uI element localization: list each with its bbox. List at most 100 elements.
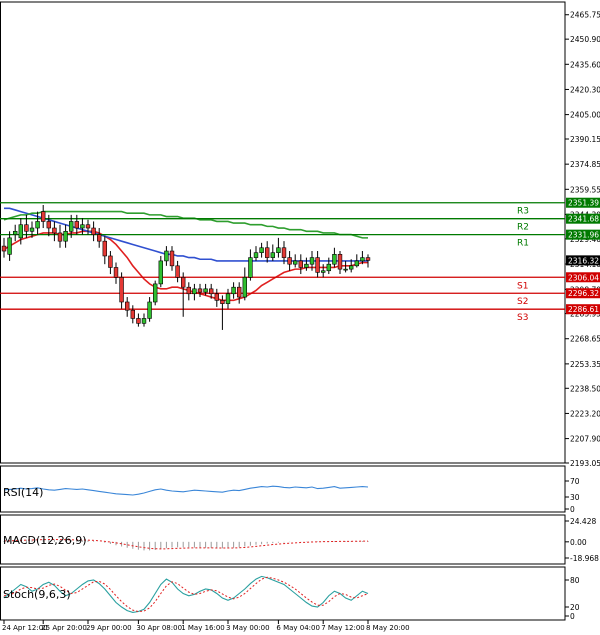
time-tick-label: 8 May 20:00	[366, 624, 410, 632]
current-price-box	[566, 255, 600, 266]
level-price-label: 2351.39	[568, 199, 599, 208]
price-tick-label: 2238.50	[570, 384, 600, 393]
candle	[1, 245, 7, 252]
price-tick-label: 2465.75	[570, 11, 600, 20]
candle	[365, 257, 371, 261]
price-tick-label: 2207.90	[570, 435, 600, 444]
level-price-label: 2331.96	[568, 231, 599, 240]
level-price-label: 2306.04	[568, 273, 599, 282]
stoch-label: Stoch(9,6,3)	[3, 588, 71, 601]
level-price-box	[566, 272, 600, 283]
candle	[85, 224, 91, 229]
candle	[332, 254, 337, 265]
price-tick-label: 2435.60	[570, 60, 600, 69]
main-pane-frame	[0, 1, 566, 464]
macd-pane-frame	[0, 514, 566, 565]
candle	[292, 260, 298, 265]
candle	[40, 211, 46, 222]
level-price-box	[566, 197, 600, 208]
candle	[158, 260, 163, 285]
candle	[225, 293, 231, 304]
candle	[259, 247, 264, 253]
candle	[197, 288, 203, 293]
level-label-s2: S2	[517, 297, 528, 307]
candle	[175, 265, 180, 278]
rsi-tick-label: 70	[570, 477, 580, 486]
candle	[248, 257, 253, 278]
candle	[164, 250, 169, 262]
candle	[337, 254, 343, 270]
macd-tick-label: 0.00	[570, 538, 587, 547]
candle	[57, 232, 63, 242]
level-label-s3: S3	[517, 313, 528, 323]
price-tick-label: 2390.15	[570, 135, 600, 144]
candle	[315, 257, 320, 273]
candle	[119, 277, 124, 303]
level-label-r3: R3	[517, 207, 529, 217]
stoch-d-line	[3, 576, 369, 613]
candle	[24, 224, 29, 232]
level-price-label: 2286.61	[568, 305, 599, 314]
candle	[354, 260, 359, 267]
candle	[320, 270, 326, 273]
candle	[281, 247, 287, 258]
candle	[181, 277, 186, 288]
candle	[270, 252, 275, 258]
candle	[169, 250, 175, 267]
candle	[46, 221, 52, 229]
candle	[209, 288, 214, 295]
stoch-pane-frame	[0, 566, 566, 621]
candle	[136, 318, 141, 324]
candle	[186, 286, 191, 295]
candle	[192, 288, 197, 295]
price-tick-label: 2223.20	[570, 409, 600, 418]
stoch-tick-label: 0	[570, 612, 575, 621]
candles	[1, 205, 371, 330]
price-tick-label: 2450.90	[570, 35, 600, 44]
level-price-box	[566, 229, 600, 240]
candle	[153, 283, 158, 303]
candle	[63, 231, 68, 242]
candle	[360, 257, 365, 262]
macd-label: MACD(12,26,9)	[3, 534, 87, 547]
candle	[91, 227, 96, 235]
level-label-s1: S1	[517, 281, 528, 291]
price-tick-label: 2374.85	[570, 160, 600, 169]
candle	[264, 247, 270, 258]
candle	[29, 227, 35, 232]
level-label-r2: R2	[517, 223, 529, 233]
candle	[80, 224, 85, 229]
price-tick-label: 2253.35	[570, 360, 600, 369]
macd-tick-label: 24.428	[570, 517, 596, 526]
candle	[220, 300, 225, 304]
candle	[141, 318, 147, 324]
price-tick-label: 2420.30	[570, 85, 600, 94]
candle	[343, 268, 348, 271]
time-tick-label: 6 May 04:00	[276, 624, 320, 632]
time-tick-label: 1 May 16:00	[181, 624, 225, 632]
candle	[276, 247, 281, 253]
moving-average-line-2	[4, 207, 368, 262]
stoch-k-line	[3, 575, 369, 613]
price-tick-label: 2268.65	[570, 335, 600, 344]
candle	[35, 221, 40, 229]
level-price-box	[566, 304, 600, 315]
candle	[130, 309, 135, 319]
candle	[13, 231, 18, 235]
candle	[52, 227, 57, 234]
price-tick-label: 2359.55	[570, 185, 600, 194]
time-tick-label: 30 Apr 08:00	[136, 624, 182, 632]
candle	[348, 265, 354, 270]
candle	[7, 237, 12, 255]
candle	[214, 293, 219, 301]
candle	[309, 257, 315, 265]
candle	[304, 263, 309, 268]
price-tick-label: 2405.00	[570, 111, 600, 120]
candle	[326, 263, 331, 272]
candle	[242, 277, 247, 298]
macd-signal-line	[3, 539, 368, 550]
level-price-label: 2341.68	[568, 215, 599, 224]
candle	[203, 288, 208, 293]
candle	[97, 234, 102, 242]
